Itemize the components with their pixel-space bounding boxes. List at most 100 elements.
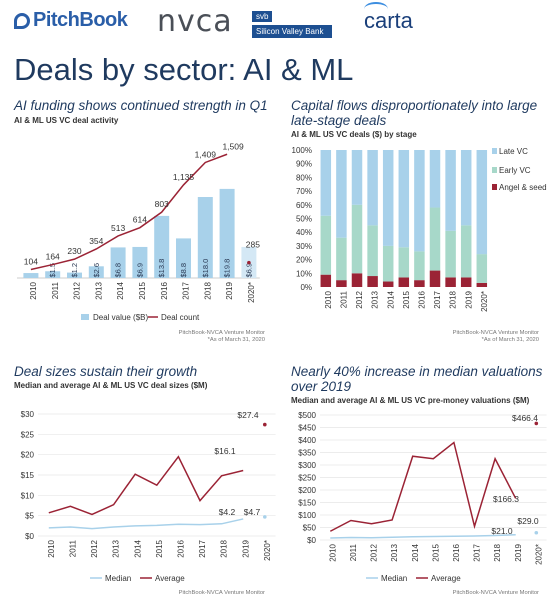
br-x-tick-2018: 2018 [493,543,502,561]
tr-bar-2010-2 [320,150,332,216]
tl-x-tick-2015: 2015 [138,281,147,299]
tl-bar-label-2019: $19.8 [223,259,232,278]
tl-bar-2013 [88,266,104,278]
bl-y-tick-0: $0 [25,532,34,541]
tl-bar-label-2012: $1.2 [70,263,79,278]
tl-bar-2010 [23,273,39,278]
tr-x-tick-2020*: 2020* [480,291,489,312]
bl-x-tick-2016: 2016 [177,539,186,557]
br-y-tick-8: $400 [298,436,316,445]
tr-legend-swatch-0 [492,184,497,190]
br-x-tick-2011: 2011 [349,543,358,561]
tl-legend-deal-value-swatch [81,314,89,320]
tl-count-label-2012: 230 [67,246,81,256]
tl-bar-2017 [176,238,191,278]
br-label-median_2019: $21.0 [491,526,513,536]
tr-x-tick-2017: 2017 [433,290,442,308]
tl-count-label-2018: 1,409 [195,149,217,159]
bl-y-tick-1: $5 [25,512,34,521]
tl-count-label-2010: 104 [24,256,38,266]
bl-label-average_2020: $27.4 [237,410,259,420]
br-panel-title-line2: over 2019 [291,379,352,394]
tr-legend-swatch-2 [492,148,497,154]
tr-bar-2017-2 [429,150,441,208]
tl-x-tick-2011: 2011 [51,281,60,299]
tr-bar-2011-2 [336,150,347,238]
tl-bar-label-2015: $6.9 [135,263,144,278]
tr-bar-2019-1 [460,225,472,278]
tl-panel-title: AI funding shows continued strength in Q… [14,98,268,113]
br-y-tick-6: $300 [298,461,316,470]
tl-x-tick-2014: 2014 [116,281,125,299]
br-line-median [330,534,516,539]
tr-source-note: *As of March 31, 2020 [481,337,539,343]
tr-bar-2020*-1 [476,254,488,283]
br-panel-subtitle: Median and average AI & ML US VC pre-mon… [291,396,530,405]
tl-bar-2012 [67,272,82,278]
tl-count-label-2015: 614 [133,215,147,225]
tr-bar-2013-0 [367,276,378,287]
tr-bar-2019-0 [460,277,472,287]
bl-label-median_2019: $4.2 [219,507,236,517]
tl-legend-deal-value: Deal value ($B) [93,313,148,322]
tl-deal-count-line [30,153,228,271]
bl-point-2020-median [263,515,267,519]
br-x-tick-2015: 2015 [431,543,440,561]
tr-panel-title-line2: late-stage deals [291,113,387,128]
tl-x-tick-2012: 2012 [73,281,82,299]
pitchbook-logo-text: PitchBook [33,9,128,31]
tr-bar-2014-0 [382,281,394,287]
br-source: PitchBook-NVCA Venture Monitor [452,590,539,596]
br-x-tick-2020*: 2020* [534,544,543,565]
tr-legend-label-1: Early VC [499,166,531,175]
bl-y-tick-6: $30 [21,410,35,419]
br-y-tick-10: $500 [298,411,316,420]
br-y-tick-1: $50 [303,524,317,533]
tr-bar-2016-2 [414,150,425,252]
tl-legend-deal-count: Deal count [161,313,200,322]
tr-bar-2013-2 [367,150,378,226]
tr-bar-2010-0 [320,274,332,287]
br-legend-average: Average [431,574,461,583]
bl-x-tick-2018: 2018 [220,539,229,557]
bl-chart: $0 $5 $10 $15 $20 $25 $30 2010 2011 2012 2013 2014 2… [21,410,276,583]
bl-legend-median: Median [105,574,131,583]
tr-bar-2014-2 [382,150,394,246]
tr-x-tick-2010: 2010 [324,290,333,308]
tl-bar-2018 [197,197,213,278]
tr-bar-2015-0 [398,277,410,287]
br-x-tick-2013: 2013 [390,543,399,561]
svb-logo: svb Silicon Valley Bank [252,6,332,38]
tl-chart: 2010 $1.5 2011 $1.2 2012 $2.6 2013 $6.8 2014 $6.9… [17,141,260,322]
tr-source: PitchBook-NVCA Venture Monitor *As of Ma… [424,330,539,344]
tl-x-tick-2019: 2019 [225,281,234,299]
bl-y-tick-3: $15 [21,471,35,480]
tr-bar-2019-2 [460,150,472,226]
tl-source: PitchBook-NVCA Venture Monitor *As of Ma… [150,330,265,344]
br-y-tick-2: $100 [298,511,316,520]
svb-logo-bottom: Silicon Valley Bank [252,25,332,38]
tr-chart: 0% 10% 20% 30% 40% 50% 60% 70% 80% 90% 100% 2010 201… [292,146,547,312]
tr-y-tick-8: 80% [296,173,312,182]
bl-y-tick-4: $20 [21,451,35,460]
tr-bar-2012-2 [351,150,363,205]
br-x-tick-2019: 2019 [514,543,523,561]
bl-line-average [48,455,244,516]
tr-y-tick-2: 20% [296,256,312,265]
tr-y-tick-10: 100% [292,146,312,155]
carta-logo: carta [364,8,413,33]
tr-bar-2018-1 [445,230,456,278]
svb-logo-top: svb [252,11,273,22]
tl-bar-2011 [45,271,61,278]
tr-bar-2020*-0 [476,282,488,287]
page-title: Deals by sector: AI & ML [14,52,354,87]
tr-bar-2012-1 [351,204,363,274]
tl-count-label-2013: 354 [89,236,103,246]
br-y-tick-4: $200 [298,486,316,495]
tr-bar-2020*-2 [476,150,488,255]
tr-bar-2013-1 [367,225,378,277]
tr-bar-2018-0 [445,277,456,287]
tr-bar-2012-0 [351,273,363,287]
tl-bar-2016 [154,215,170,278]
br-label-average_2019: $166.3 [493,494,519,504]
